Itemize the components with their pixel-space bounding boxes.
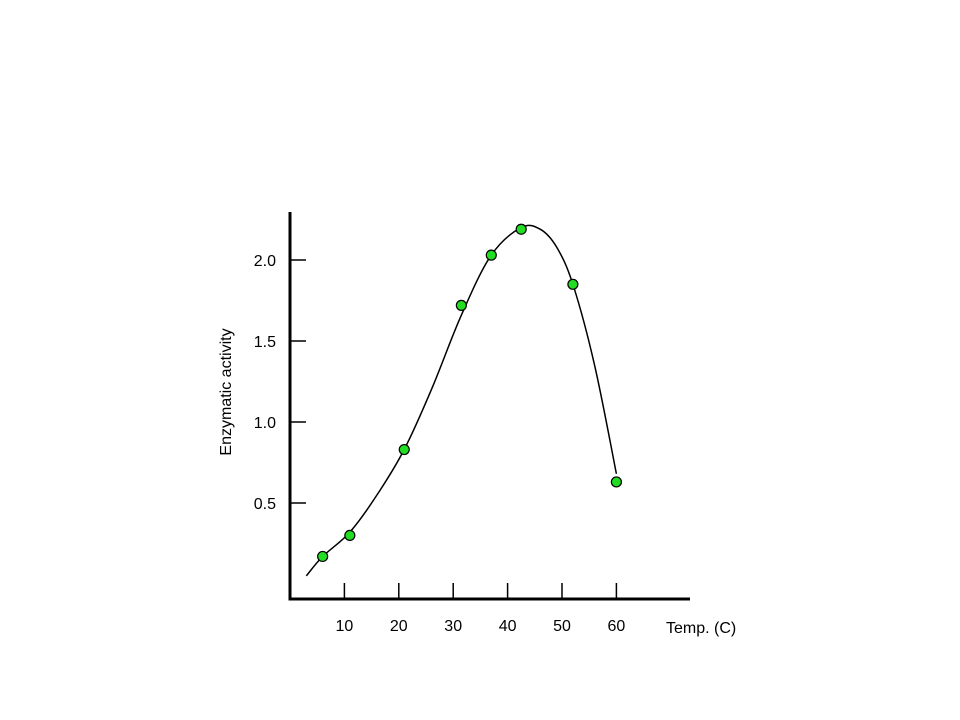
data-point (485, 249, 497, 261)
x-tick-label: 40 (499, 618, 517, 635)
y-tick-label: 1.5 (254, 334, 276, 351)
data-point (515, 223, 527, 235)
data-points-layer (317, 223, 623, 563)
x-tick-label: 10 (336, 618, 354, 635)
ticks: 10 20 30 40 50 60 0.5 1.0 1.5 2.0 (254, 253, 626, 635)
data-point (344, 529, 356, 542)
y-tick-label: 0.5 (254, 496, 276, 513)
x-axis-label: Temp. (C) (666, 620, 736, 637)
y-tick-label: 1.0 (254, 415, 276, 432)
data-point (398, 443, 410, 456)
data-point (317, 550, 329, 563)
y-axis-label: Enzymatic activity (218, 328, 235, 455)
x-tick-label: 20 (390, 618, 408, 635)
x-tick-label: 50 (553, 618, 571, 635)
axes (288, 212, 690, 601)
fit-curve-layer (305, 224, 618, 577)
data-point (567, 278, 579, 290)
x-tick-label: 30 (444, 618, 462, 635)
fit-curve (305, 224, 618, 577)
x-tick-label: 60 (608, 618, 626, 635)
y-tick-label: 2.0 (254, 253, 276, 270)
data-point (610, 476, 623, 488)
data-point (455, 299, 467, 311)
